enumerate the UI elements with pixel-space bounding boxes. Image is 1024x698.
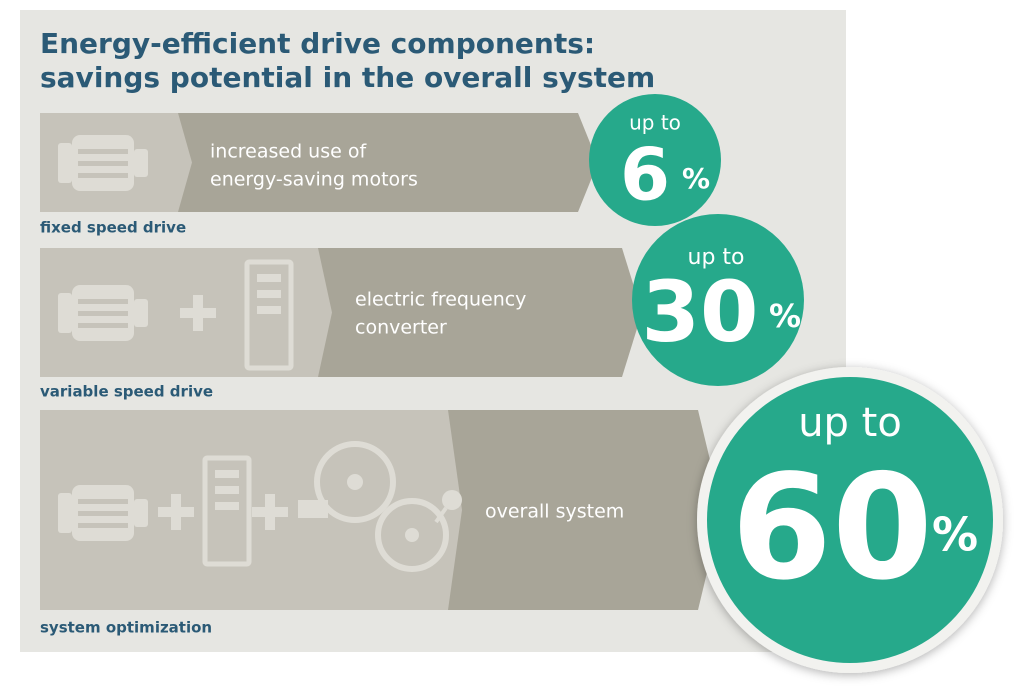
description: energy-saving motors [210, 169, 418, 191]
row-label: fixed speed drive [40, 219, 186, 237]
title-line: Energy-efficient drive components: [40, 27, 595, 60]
savings-badge [632, 214, 804, 386]
arrow-band [318, 248, 642, 377]
savings-badge [697, 367, 1003, 673]
description: converter [355, 317, 447, 339]
badge-unit: % [769, 297, 801, 335]
badge-value: 60 [731, 444, 933, 613]
badge-unit: % [932, 508, 978, 562]
badge-value: 6 [620, 133, 670, 217]
badge-unit: % [682, 162, 710, 195]
description: increased use of [210, 141, 367, 163]
icons [58, 135, 462, 572]
badge-prefix: up to [688, 245, 745, 270]
row-label: system optimization [40, 619, 212, 637]
badge-value: 30 [642, 263, 759, 361]
badge-prefix: up to [629, 111, 681, 135]
title-line: savings potential in the overall system [40, 61, 655, 94]
savings-badge [589, 94, 721, 226]
fan-icon [298, 441, 462, 572]
row-label: variable speed drive [40, 383, 213, 401]
arrow-band [178, 113, 598, 212]
description: electric frequency [355, 289, 526, 311]
arrow-band [448, 410, 722, 610]
badge-prefix: up to [798, 400, 902, 446]
description: overall system [485, 501, 624, 523]
